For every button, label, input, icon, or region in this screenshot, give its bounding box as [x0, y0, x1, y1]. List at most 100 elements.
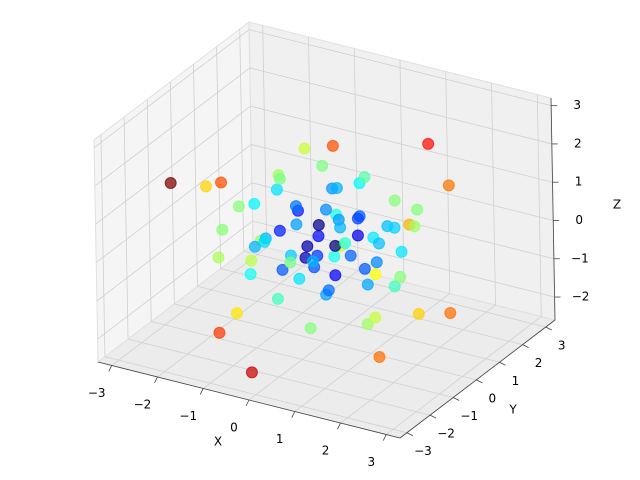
y-tick-label: 3	[558, 339, 566, 353]
point	[270, 183, 283, 196]
grid-line	[536, 94, 542, 317]
point	[248, 197, 261, 210]
y-tick-label: −3	[414, 444, 432, 458]
grid-line	[123, 117, 129, 340]
point	[361, 318, 374, 331]
tick-mark	[429, 414, 437, 419]
z-axis-label: Z	[613, 198, 621, 212]
tick-mark	[337, 422, 341, 430]
tick-mark	[499, 361, 506, 366]
z-tick-label: 1	[575, 175, 583, 189]
x-axis-label: X	[214, 435, 222, 449]
x-tick-label: 0	[230, 421, 238, 435]
point	[388, 221, 401, 234]
point	[306, 255, 319, 268]
x-tick-label: 1	[276, 432, 284, 446]
y-axis-line	[399, 319, 556, 439]
point	[411, 203, 424, 216]
point	[273, 172, 286, 185]
grid-line	[262, 25, 268, 248]
tick-mark	[245, 399, 250, 407]
point	[312, 230, 325, 243]
point	[370, 256, 383, 269]
point	[358, 262, 371, 275]
point	[319, 203, 332, 216]
grid-line	[95, 105, 251, 225]
labels: −3 −2 −1 0 1 2 3 −3 −2 −1 0 1 2 3 −2 −1 0 1 2 3	[88, 98, 590, 469]
point	[322, 284, 335, 297]
point	[408, 220, 421, 233]
grid-line	[491, 83, 496, 306]
point	[258, 235, 271, 248]
point	[245, 366, 258, 379]
grid-line	[248, 281, 405, 401]
grid-line	[93, 29, 250, 148]
grid-line	[174, 303, 477, 381]
point	[213, 326, 226, 339]
point	[290, 218, 303, 231]
point	[244, 268, 257, 281]
tick-mark	[199, 388, 204, 395]
point	[328, 250, 341, 263]
x-tick-label: −3	[88, 386, 106, 400]
point	[361, 278, 374, 291]
point	[248, 240, 261, 253]
grid-line	[239, 29, 245, 252]
grid-line	[197, 285, 500, 363]
point	[276, 263, 289, 276]
tick-mark	[406, 432, 414, 437]
z-tick-label: 2	[574, 136, 582, 150]
y-tick-label: −1	[460, 409, 478, 423]
point	[351, 212, 364, 225]
grid-line	[146, 99, 152, 322]
point	[316, 159, 329, 172]
point	[215, 176, 228, 189]
point	[373, 237, 386, 250]
point	[442, 179, 455, 192]
y-tick-label: 1	[512, 374, 520, 388]
grid-line	[386, 316, 542, 435]
point	[394, 270, 407, 283]
y-tick-label: 2	[535, 356, 543, 370]
point	[422, 137, 435, 150]
grid-line	[251, 182, 554, 260]
point	[271, 292, 284, 305]
x-tick-label: −2	[134, 397, 152, 411]
point	[388, 194, 401, 207]
point	[212, 251, 225, 264]
grid-line	[249, 67, 552, 145]
point	[289, 200, 302, 213]
point	[164, 177, 177, 190]
y-tick-label: −2	[437, 427, 455, 441]
point	[444, 306, 457, 319]
point	[232, 200, 245, 213]
grid-line	[308, 36, 313, 259]
grid-line	[97, 220, 253, 340]
grid-line	[399, 59, 405, 283]
panes	[93, 21, 557, 439]
point	[330, 182, 343, 195]
point	[298, 142, 311, 155]
point	[329, 239, 342, 252]
point	[230, 307, 243, 320]
grid-line	[96, 182, 253, 302]
tick-mark	[108, 365, 113, 372]
point	[395, 245, 408, 258]
tick-mark	[453, 397, 460, 401]
point	[373, 350, 386, 363]
point	[358, 171, 371, 184]
tick-mark	[545, 326, 552, 331]
point	[273, 224, 286, 237]
grid-line	[104, 356, 408, 434]
x-tick-label: −1	[179, 409, 197, 423]
tick-mark	[476, 379, 483, 384]
point	[369, 268, 382, 281]
grid-line	[127, 338, 431, 416]
point	[344, 249, 357, 262]
point	[245, 254, 258, 267]
grid-line	[251, 144, 554, 221]
z-tick-label: −2	[572, 290, 590, 304]
z-axis-line	[550, 97, 556, 321]
point	[334, 221, 347, 234]
tick-mark	[382, 434, 387, 441]
